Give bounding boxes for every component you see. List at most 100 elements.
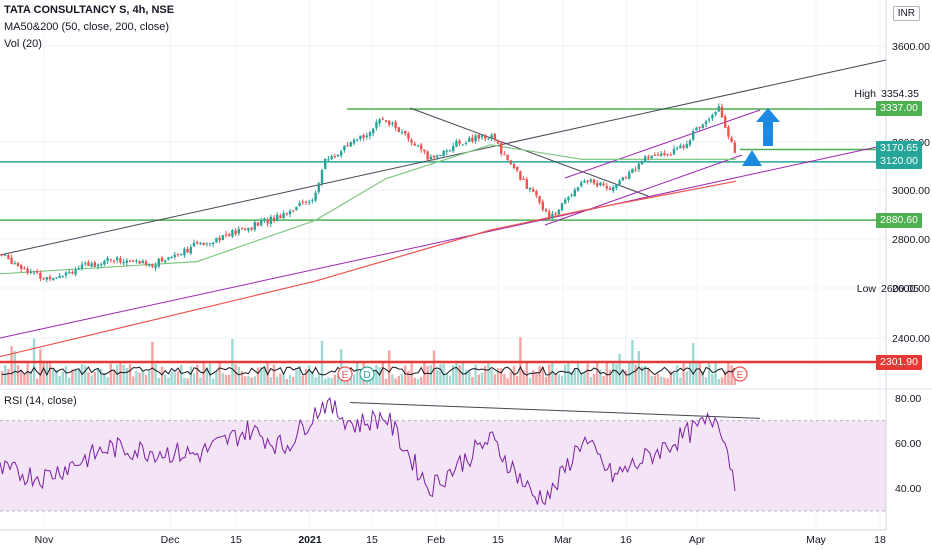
candle-body	[122, 262, 125, 264]
candle-body	[173, 254, 176, 258]
volume-bar	[644, 365, 647, 385]
candle-body	[365, 135, 368, 137]
candle-body	[157, 258, 160, 267]
candle-body	[599, 182, 602, 186]
volume-bar	[132, 376, 135, 385]
candle-body	[503, 154, 506, 156]
candle-body	[39, 272, 42, 279]
candle-body	[544, 209, 548, 212]
candle-body	[106, 258, 109, 261]
candles	[0, 103, 736, 283]
candle-body	[512, 163, 516, 169]
volume-bar	[119, 361, 122, 385]
volume-bar	[269, 377, 272, 385]
candle-body	[570, 195, 573, 197]
volume-bar	[295, 369, 298, 385]
up-arrow-icon	[742, 150, 762, 166]
chart-title: TATA CONSULTANCY S, 4h, NSE	[4, 4, 175, 16]
volume-bar	[685, 371, 688, 385]
candle-body	[724, 116, 727, 128]
indicator-volume-label[interactable]: Vol (20)	[4, 38, 42, 50]
volume-bar	[656, 373, 660, 385]
volume-bar	[157, 377, 160, 385]
candle-body	[445, 150, 448, 152]
volume-bar	[692, 343, 695, 385]
volume-bar	[730, 365, 733, 385]
volume-bar	[272, 364, 276, 385]
volume-bar	[500, 368, 503, 385]
candle-body	[61, 275, 64, 277]
candle-body	[490, 134, 493, 138]
event-marker-d[interactable]: D	[359, 366, 375, 382]
candle-body	[676, 148, 679, 150]
volume-bar	[324, 378, 327, 385]
volume-bar	[64, 366, 68, 385]
volume-bar	[624, 370, 628, 385]
candle-body	[279, 215, 282, 219]
candle-body	[602, 183, 605, 186]
volume-bar	[554, 373, 557, 385]
volume-bar	[250, 377, 253, 385]
indicator-ma-label[interactable]: MA50&200 (50, close, 200, close)	[4, 21, 170, 33]
volume-bar	[68, 377, 71, 385]
volume-bar	[544, 376, 548, 385]
candle-body	[144, 261, 148, 265]
rsi-title[interactable]: RSI (14, close)	[4, 395, 77, 407]
volume-bar	[487, 361, 490, 385]
candle-body	[532, 189, 535, 192]
candle-body	[269, 216, 272, 224]
candle-body	[48, 276, 52, 280]
candle-body	[221, 235, 224, 241]
volume-bar	[541, 366, 544, 385]
candle-body	[84, 263, 87, 265]
event-marker-e[interactable]: E	[337, 366, 353, 382]
candle-body	[231, 230, 234, 237]
candle-body	[704, 121, 708, 125]
volume-bar	[528, 377, 532, 385]
volume-bar	[407, 370, 410, 385]
candle-body	[644, 156, 647, 161]
candle-body	[45, 277, 48, 280]
volume-bar	[695, 363, 698, 385]
candle-body	[612, 187, 615, 191]
volume-bar	[106, 377, 109, 385]
volume-bar	[512, 366, 516, 385]
level-tag-2301: 2301.90	[876, 355, 922, 370]
candle-body	[359, 135, 362, 140]
volume-bar	[42, 361, 45, 385]
volume-bar	[580, 372, 583, 385]
candle-body	[631, 168, 634, 174]
candle-body	[247, 228, 250, 231]
volume-bar	[458, 365, 461, 385]
candle-body	[119, 258, 122, 263]
candle-body	[413, 143, 416, 146]
level-tag-3337: 3337.00	[876, 101, 922, 116]
candle-body	[592, 179, 596, 184]
candle-body	[330, 156, 333, 160]
candle-body	[263, 218, 266, 221]
candle-body	[205, 243, 208, 245]
candle-body	[672, 148, 676, 155]
volume-bar	[573, 369, 576, 385]
volume-bar	[567, 361, 570, 385]
currency-badge[interactable]: INR	[892, 6, 920, 21]
candle-body	[154, 265, 157, 268]
volume-bar	[375, 365, 378, 385]
volume-bar	[282, 373, 285, 385]
volume-bar	[471, 377, 474, 385]
volume-bar	[16, 365, 20, 385]
candle-body	[237, 228, 240, 234]
channel-lower	[544, 154, 743, 226]
volume-bar	[138, 372, 141, 385]
candle-body	[589, 179, 592, 182]
volume-bar	[276, 376, 279, 385]
volume-bar	[10, 346, 13, 385]
candle-body	[432, 155, 436, 158]
candle-body	[112, 260, 116, 262]
volume-bar	[87, 372, 90, 385]
event-marker-e[interactable]: E	[732, 366, 748, 382]
volume-bar	[103, 373, 106, 385]
candle-body	[52, 278, 55, 281]
